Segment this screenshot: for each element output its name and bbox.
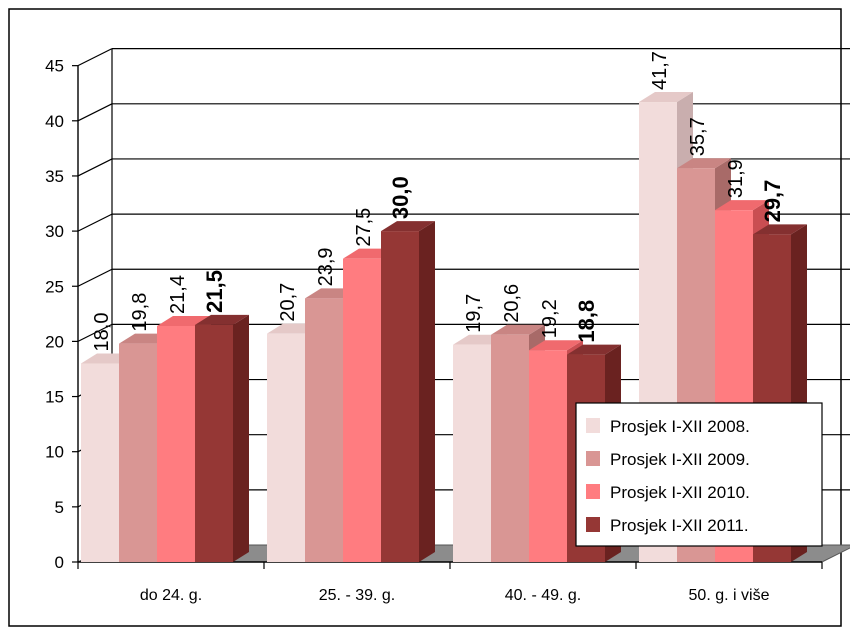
y-tick-label: 35 bbox=[45, 167, 64, 186]
bar-top bbox=[381, 221, 435, 232]
legend-label: Prosjek I-XII 2011. bbox=[610, 516, 749, 535]
data-label: 29,7 bbox=[760, 180, 785, 223]
data-label: 20,7 bbox=[277, 283, 299, 322]
legend-label: Prosjek I-XII 2010. bbox=[610, 483, 750, 502]
axis-layer: 0 5 10 15 20 25 30 35 40 45 do 24. g. 25. - 39. g. 4… bbox=[45, 57, 823, 604]
y-tick-label: 10 bbox=[45, 443, 64, 462]
y-tick-label: 30 bbox=[45, 222, 64, 241]
data-label: 19,2 bbox=[539, 299, 561, 338]
gridline-diag bbox=[77, 213, 113, 232]
bar-top bbox=[753, 224, 807, 235]
bar-top bbox=[195, 314, 249, 325]
data-label: 19,8 bbox=[129, 293, 151, 332]
gridline-diag bbox=[77, 158, 113, 177]
data-label: 21,4 bbox=[167, 275, 189, 314]
y-tick-label: 25 bbox=[45, 277, 64, 296]
bar bbox=[267, 333, 305, 562]
bar-top bbox=[639, 92, 693, 103]
bar-side bbox=[419, 221, 435, 562]
bar bbox=[381, 231, 419, 562]
gridline-diag bbox=[77, 103, 113, 122]
bar bbox=[305, 298, 343, 562]
bar-top bbox=[715, 200, 769, 211]
data-label: 35,7 bbox=[687, 117, 709, 156]
data-label: 41,7 bbox=[649, 51, 671, 90]
x-category-label: 50. g. i više bbox=[689, 587, 770, 604]
bar-top bbox=[567, 344, 621, 355]
data-label: 30,0 bbox=[388, 176, 413, 219]
bar bbox=[343, 258, 381, 562]
y-tick-label: 45 bbox=[45, 57, 64, 76]
bar-top bbox=[529, 340, 583, 351]
y-tick-label: 20 bbox=[45, 332, 64, 351]
data-label: 31,9 bbox=[725, 159, 747, 198]
bar bbox=[195, 324, 233, 562]
bar bbox=[453, 344, 491, 562]
bar bbox=[529, 350, 567, 562]
data-label: 23,9 bbox=[315, 247, 337, 286]
bar-side bbox=[233, 314, 249, 562]
legend-swatch bbox=[586, 418, 600, 433]
data-label: 18,8 bbox=[574, 300, 599, 343]
data-label: 20,6 bbox=[501, 284, 523, 323]
bar bbox=[81, 363, 119, 562]
x-category-label: 40. - 49. g. bbox=[505, 587, 582, 604]
gridline-diag bbox=[77, 323, 113, 342]
legend-label: Prosjek I-XII 2008. bbox=[610, 417, 750, 436]
bar bbox=[491, 334, 529, 562]
data-label: 27,5 bbox=[353, 208, 375, 247]
x-category-label: 25. - 39. g. bbox=[319, 587, 396, 604]
bar-top bbox=[677, 158, 731, 169]
value-labels-layer: 18,0 19,8 21,4 21,5 20,7 23,9 27,5 30,0 19,7 20,6… bbox=[91, 51, 785, 351]
bar-top bbox=[491, 324, 545, 335]
legend-label: Prosjek I-XII 2009. bbox=[610, 450, 750, 469]
x-category-label: do 24. g. bbox=[140, 587, 202, 604]
y-tick-label: 15 bbox=[45, 388, 64, 407]
legend-swatch bbox=[586, 484, 600, 499]
bar bbox=[157, 325, 195, 562]
legend-swatch bbox=[586, 451, 600, 466]
legend: Prosjek I-XII 2008. Prosjek I-XII 2009. Pr… bbox=[575, 402, 823, 547]
legend-box bbox=[575, 402, 823, 547]
bar bbox=[119, 343, 157, 562]
y-tick-label: 5 bbox=[55, 498, 64, 517]
data-label: 18,0 bbox=[91, 313, 113, 352]
gridline-diag bbox=[77, 48, 113, 67]
y-tick-label: 40 bbox=[45, 112, 64, 131]
y-tick-label: 0 bbox=[55, 553, 64, 572]
gridline-diag bbox=[77, 268, 113, 287]
legend-swatch bbox=[586, 517, 600, 532]
data-label: 19,7 bbox=[463, 294, 485, 333]
data-label: 21,5 bbox=[202, 270, 227, 313]
